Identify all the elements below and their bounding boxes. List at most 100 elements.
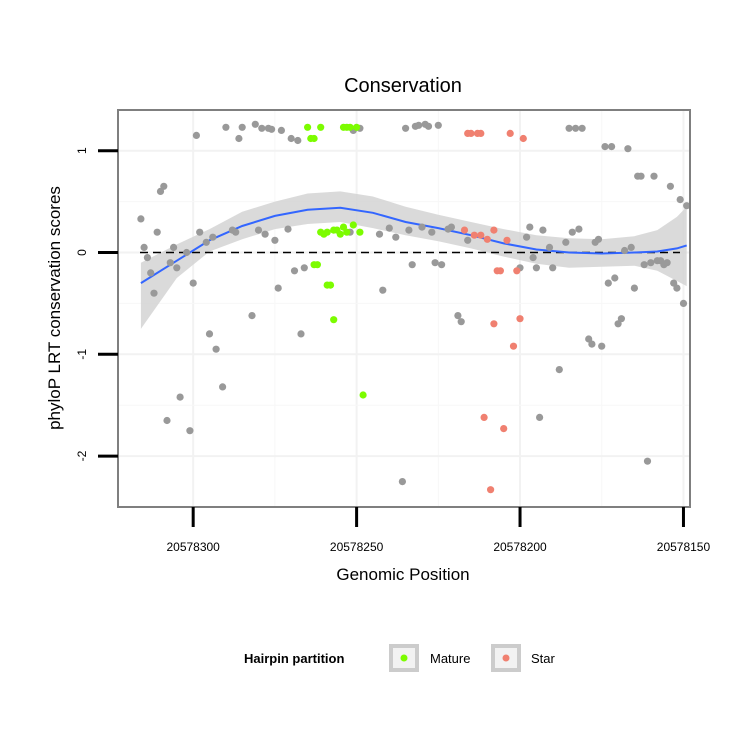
point-other: [183, 248, 191, 257]
point-star: [496, 267, 504, 275]
point-other: [405, 226, 413, 234]
x-tick-label: 20578300: [166, 540, 220, 554]
point-other: [137, 215, 145, 223]
point-other: [572, 124, 580, 132]
point-other: [375, 230, 384, 238]
point-other: [624, 145, 632, 153]
point-other: [588, 340, 596, 348]
point-other: [640, 261, 648, 269]
point-mature: [346, 123, 354, 131]
point-other: [608, 143, 616, 151]
point-other: [284, 225, 292, 233]
point-other: [617, 315, 626, 323]
point-other: [398, 478, 406, 486]
point-other: [549, 264, 557, 272]
point-other: [673, 284, 681, 292]
point-other: [454, 312, 462, 320]
point-star: [477, 129, 485, 137]
point-other: [565, 124, 573, 132]
point-other: [438, 261, 446, 269]
plot-panel: [118, 110, 690, 507]
point-other: [408, 261, 416, 269]
point-other: [258, 124, 266, 132]
point-mature: [339, 223, 348, 231]
point-other: [238, 123, 246, 131]
y-tick-label: 1: [75, 147, 89, 154]
point-other: [189, 279, 197, 287]
point-other: [156, 187, 165, 195]
point-other: [212, 345, 220, 353]
point-other: [232, 228, 240, 236]
point-mature: [359, 391, 367, 399]
panel-border: [117, 109, 691, 508]
x-tick-label: 20578250: [330, 540, 384, 554]
point-other: [428, 228, 436, 236]
point-other: [679, 299, 688, 307]
point-other: [637, 172, 645, 180]
x-axis: 20578300 20578250 20578200 20578150: [166, 507, 710, 554]
legend: Hairpin partition Mature Star: [244, 644, 556, 672]
point-other: [539, 226, 547, 234]
point-mature: [353, 123, 361, 131]
point-star: [470, 231, 478, 239]
point-other: [297, 330, 305, 338]
point-other: [170, 243, 178, 251]
smooth-confidence-band: [140, 191, 687, 329]
point-other: [575, 225, 583, 233]
point-other: [532, 264, 541, 272]
smooth-line: [140, 206, 687, 284]
point-other: [431, 259, 439, 267]
loess-fit-line: [140, 206, 687, 284]
x-tick-label: 20578200: [493, 540, 547, 554]
point-other: [545, 243, 554, 251]
point-mature: [343, 228, 351, 236]
point-mature: [323, 228, 331, 236]
point-other: [611, 274, 619, 282]
confidence-band: [140, 191, 687, 329]
panel-background: [118, 110, 690, 507]
point-other: [578, 124, 586, 132]
point-other: [683, 202, 691, 210]
point-other: [379, 286, 387, 294]
point-star: [500, 425, 508, 433]
point-other: [287, 134, 295, 143]
point-other: [523, 233, 531, 241]
point-star: [460, 226, 469, 234]
point-other: [415, 121, 423, 129]
point-other: [663, 259, 671, 267]
point-mature: [313, 261, 321, 269]
point-other: [676, 196, 684, 204]
y-axis-title: phyloP LRT conservation scores: [45, 186, 64, 430]
point-other: [202, 238, 210, 246]
point-star: [467, 129, 475, 137]
point-mature: [336, 230, 344, 238]
point-other: [457, 318, 465, 326]
point-other: [173, 264, 181, 272]
point-other: [143, 254, 151, 262]
data-points: [137, 120, 691, 494]
point-other: [219, 383, 227, 391]
point-other: [562, 238, 570, 246]
point-star: [483, 235, 491, 243]
point-mature: [310, 134, 318, 143]
point-mature: [304, 123, 312, 131]
point-other: [650, 172, 658, 180]
point-other: [163, 416, 171, 425]
point-other: [424, 122, 433, 130]
y-tick-label: 0: [75, 249, 89, 256]
point-other: [464, 236, 472, 244]
legend-star-dot: [502, 654, 510, 662]
point-other: [290, 267, 299, 275]
point-other: [392, 233, 400, 241]
chart-title: Conservation: [344, 75, 462, 97]
y-tick-label: -2: [75, 450, 89, 461]
point-other: [601, 143, 609, 151]
point-star: [487, 486, 495, 494]
point-other: [261, 230, 269, 238]
point-mature: [356, 228, 364, 236]
legend-mature-dot: [400, 654, 408, 662]
point-other: [568, 228, 576, 236]
point-other: [140, 243, 148, 251]
point-other: [192, 131, 200, 139]
